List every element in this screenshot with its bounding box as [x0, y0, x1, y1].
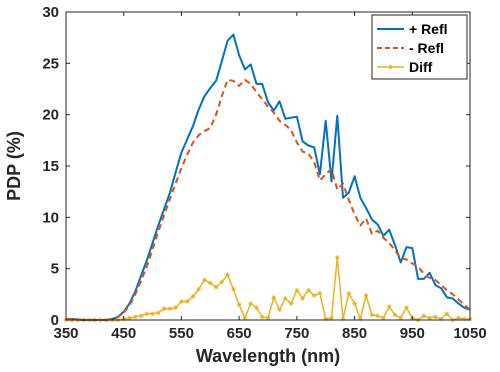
- diff-star-marker: [433, 314, 438, 320]
- diff-star-marker: [144, 311, 149, 317]
- diff-star-marker: [277, 307, 282, 312]
- diff-star-marker: [456, 315, 461, 321]
- diff-star-marker: [294, 288, 300, 293]
- diff-star-marker: [161, 306, 167, 311]
- series-line-0: [66, 33, 471, 321]
- diff-star-marker: [179, 299, 184, 304]
- x-tick-label: 1050: [453, 325, 486, 342]
- legend-star-marker: [388, 64, 393, 70]
- diff-star-marker: [421, 313, 427, 319]
- legend-label-1: - Refl: [409, 40, 444, 56]
- diff-star-marker: [208, 280, 213, 286]
- y-tick-label: 30: [42, 4, 59, 21]
- diff-star-marker: [213, 284, 219, 290]
- series-line-1: [66, 78, 471, 321]
- diff-star-marker: [306, 288, 311, 293]
- diff-star-marker: [444, 311, 450, 317]
- diff-star-marker: [248, 301, 253, 306]
- diff-star-marker: [127, 315, 132, 321]
- diff-star-marker: [427, 315, 432, 321]
- diff-star-marker: [231, 287, 236, 292]
- diff-star-marker: [346, 291, 351, 296]
- diff-star-marker: [254, 305, 259, 310]
- diff-star-marker: [271, 295, 276, 300]
- diff-star-marker: [185, 299, 190, 304]
- diff-star-marker: [156, 310, 161, 316]
- legend-label-0: + Refl: [409, 21, 448, 37]
- x-tick-label: 950: [400, 325, 425, 342]
- x-tick-label: 650: [227, 325, 252, 342]
- x-tick-label: 450: [111, 325, 136, 342]
- y-tick-label: 20: [42, 107, 59, 124]
- y-axis-title: PDP (%): [4, 131, 24, 201]
- y-tick-label: 10: [42, 209, 59, 226]
- diff-star-marker: [242, 315, 248, 321]
- x-axis-title: Wavelength (nm): [196, 346, 340, 366]
- diff-star-marker: [225, 272, 230, 278]
- tick-layer: 350 450 550 650 750 850 950 1050 0 5 10 15 20 25 30: [42, 4, 486, 342]
- x-tick-label: 850: [342, 325, 367, 342]
- diff-star-marker: [329, 315, 334, 321]
- diff-star-marker: [300, 296, 305, 301]
- y-tick-label: 5: [51, 261, 59, 278]
- x-tick-label: 550: [169, 325, 194, 342]
- diff-star-marker: [438, 316, 444, 322]
- diff-star-marker: [387, 304, 392, 309]
- diff-star-marker: [265, 315, 271, 321]
- diff-star-marker: [340, 316, 346, 322]
- diff-star-marker: [288, 301, 294, 306]
- diff-star-marker: [311, 293, 317, 298]
- diff-star-marker: [260, 314, 265, 320]
- legend: + Refl - Refl Diff: [371, 14, 468, 80]
- diff-star-marker: [196, 287, 201, 292]
- x-tick-label: 750: [284, 325, 309, 342]
- diff-star-marker: [173, 305, 178, 310]
- diff-star-marker: [381, 315, 386, 321]
- diff-star-marker: [202, 277, 207, 283]
- diff-star-marker: [219, 279, 225, 285]
- legend-label-2: Diff: [409, 59, 433, 75]
- diff-star-marker: [462, 316, 467, 322]
- diff-star-marker: [138, 313, 144, 319]
- diff-star-marker: [369, 312, 375, 318]
- diff-star-marker: [190, 294, 196, 299]
- y-tick-label: 25: [42, 55, 59, 72]
- diff-star-marker: [398, 315, 403, 321]
- y-tick-label: 15: [42, 158, 59, 175]
- diff-star-marker: [133, 314, 138, 320]
- diff-star-marker: [392, 312, 398, 318]
- diff-star-marker: [167, 306, 173, 311]
- diff-star-marker: [404, 305, 409, 310]
- diff-star-marker: [317, 291, 323, 296]
- diff-star-marker: [358, 316, 363, 322]
- diff-star-marker: [352, 301, 357, 306]
- diff-star-marker: [323, 316, 328, 322]
- diff-star-marker: [150, 311, 155, 317]
- diff-star-marker: [283, 296, 288, 301]
- diff-star-marker: [335, 255, 340, 260]
- diff-star-marker: [375, 313, 380, 319]
- y-tick-label: 0: [51, 312, 59, 329]
- diff-star-marker: [236, 302, 242, 307]
- diff-star-marker: [363, 293, 369, 298]
- x-tick-label: 350: [53, 325, 78, 342]
